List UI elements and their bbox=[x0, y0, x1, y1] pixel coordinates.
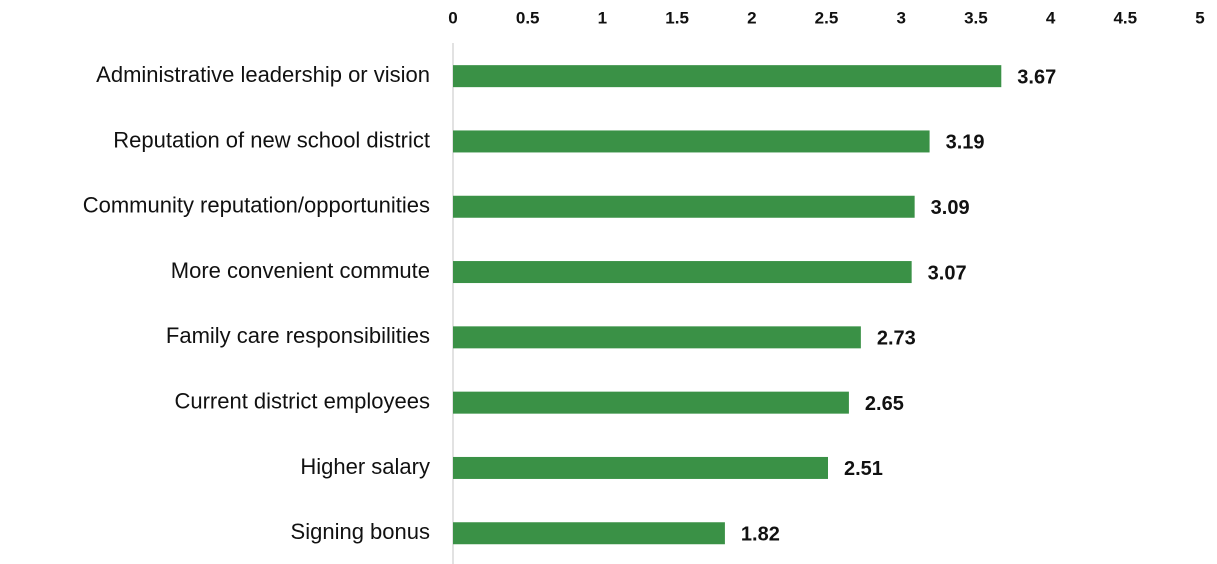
bar bbox=[453, 522, 725, 545]
x-tick-label: 0.5 bbox=[516, 8, 540, 27]
y-tick-label: Current district employees bbox=[174, 388, 430, 413]
value-label: 3.67 bbox=[1017, 66, 1056, 88]
y-tick-label: Community reputation/opportunities bbox=[83, 193, 430, 218]
x-tick-label: 2 bbox=[747, 8, 756, 27]
x-tick-label: 0 bbox=[448, 8, 457, 27]
value-label: 3.09 bbox=[931, 197, 970, 219]
value-label: 2.73 bbox=[877, 328, 916, 350]
value-label: 1.82 bbox=[741, 524, 780, 546]
bar bbox=[453, 195, 915, 218]
value-label: 2.65 bbox=[865, 393, 904, 415]
x-tick-label: 4 bbox=[1046, 8, 1056, 27]
x-tick-label: 2.5 bbox=[815, 8, 839, 27]
bar bbox=[453, 65, 1002, 88]
y-tick-label: Signing bonus bbox=[291, 519, 430, 544]
bar bbox=[453, 456, 828, 479]
y-tick-label: Administrative leadership or vision bbox=[96, 62, 430, 87]
value-label: 2.51 bbox=[844, 458, 883, 480]
x-tick-label: 3 bbox=[896, 8, 905, 27]
bar bbox=[453, 326, 861, 349]
x-tick-label: 4.5 bbox=[1113, 8, 1137, 27]
x-tick-label: 3.5 bbox=[964, 8, 988, 27]
y-tick-label: Family care responsibilities bbox=[166, 323, 430, 348]
bar bbox=[453, 130, 930, 153]
value-label: 3.19 bbox=[946, 132, 985, 154]
bar bbox=[453, 391, 849, 414]
x-tick-label: 1 bbox=[598, 8, 607, 27]
bar bbox=[453, 261, 912, 284]
x-tick-label: 1.5 bbox=[665, 8, 689, 27]
y-tick-label: Reputation of new school district bbox=[113, 127, 430, 152]
y-tick-label: More convenient commute bbox=[171, 258, 430, 283]
y-tick-label: Higher salary bbox=[300, 454, 430, 479]
value-label: 3.07 bbox=[928, 262, 967, 284]
x-tick-label: 5 bbox=[1195, 8, 1204, 27]
